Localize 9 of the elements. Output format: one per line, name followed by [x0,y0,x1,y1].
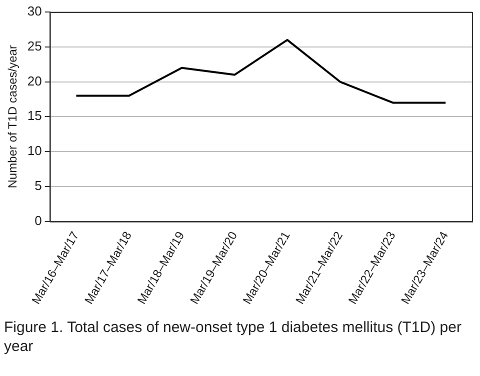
y-tick-label: 25 [27,38,42,54]
caption: Figure 1. Total cases of new-onset type 1 diabetes mellitus (T1D) per year [4,318,462,356]
y-tick-label: 30 [27,4,42,19]
y-tick-label: 10 [27,143,42,158]
y-tick-label: 15 [27,108,42,124]
y-tick-label: 5 [34,178,42,194]
y-tick-label: 0 [34,212,42,228]
y-axis-title: Number of T1D cases/year [6,45,20,188]
y-tick-label: 20 [27,73,42,88]
